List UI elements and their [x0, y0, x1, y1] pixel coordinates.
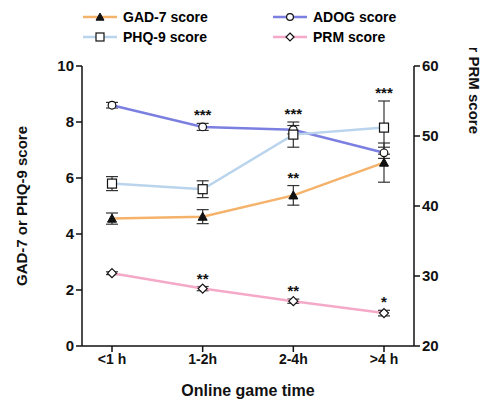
svg-text:10: 10: [57, 57, 74, 74]
svg-text:GAD-7 or PHQ-9 score: GAD-7 or PHQ-9 score: [13, 126, 30, 286]
svg-text:***: ***: [194, 106, 212, 123]
svg-text:6: 6: [66, 169, 74, 186]
svg-text:20: 20: [422, 337, 439, 354]
svg-text:**: **: [197, 270, 209, 287]
html-text:ADOG score: ADOG score: [313, 9, 397, 25]
svg-text:Online game time: Online game time: [181, 382, 314, 399]
svg-text:2: 2: [66, 281, 74, 298]
html-text:PHQ-9 score: PHQ-9 score: [123, 29, 207, 45]
svg-text:40: 40: [422, 197, 439, 214]
svg-text:<1 h: <1 h: [98, 351, 126, 367]
svg-text:4: 4: [66, 225, 75, 242]
svg-text:***: ***: [285, 105, 303, 122]
html-text:PRM score: PRM score: [313, 29, 386, 45]
svg-text:1-2h: 1-2h: [188, 351, 217, 367]
svg-text:ADOG or PRM score: ADOG or PRM score: [466, 48, 483, 134]
svg-text:**: **: [287, 169, 299, 186]
svg-text:>4 h: >4 h: [370, 351, 398, 367]
svg-text:2-4h: 2-4h: [279, 351, 308, 367]
svg-text:50: 50: [422, 127, 439, 144]
svg-text:**: **: [287, 282, 299, 299]
svg-text:0: 0: [66, 337, 74, 354]
svg-text:*: *: [381, 293, 387, 310]
html-text:GAD-7 score: GAD-7 score: [123, 9, 208, 25]
svg-text:***: ***: [375, 84, 393, 101]
svg-text:8: 8: [66, 113, 74, 130]
svg-text:30: 30: [422, 267, 439, 284]
svg-text:60: 60: [422, 57, 439, 74]
